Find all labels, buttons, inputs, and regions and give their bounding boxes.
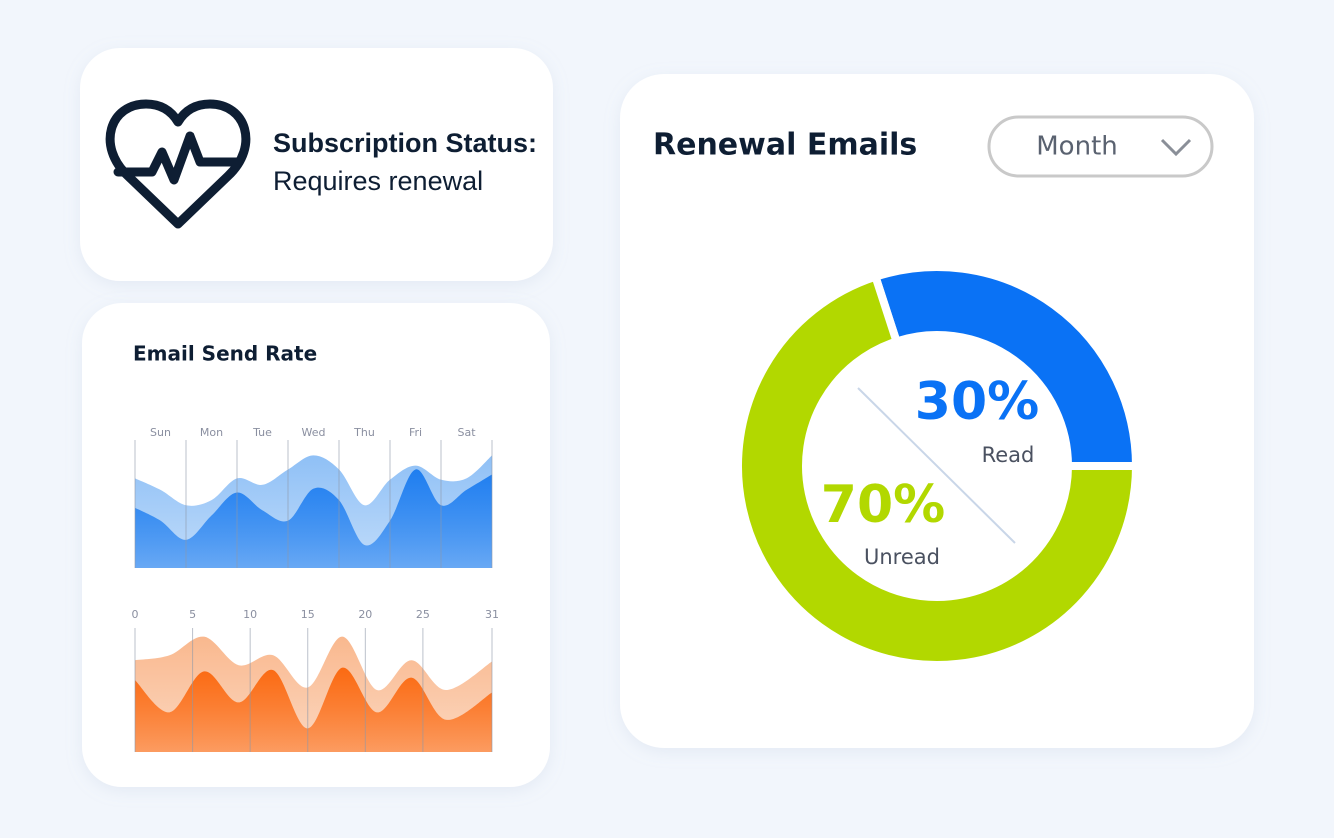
- value-label: 30%: [915, 372, 1039, 432]
- donut-segment: [734, 271, 1141, 669]
- monthly-chart: 0 5 10 15 20 25 31: [132, 608, 499, 752]
- send-rate-title: Email Send Rate: [133, 342, 317, 366]
- weekly-chart: Sun Mon Tue Wed Thu Fri Sat: [134, 426, 493, 568]
- x-tick-label: 5: [189, 608, 196, 621]
- dropdown-box[interactable]: [987, 115, 1214, 178]
- area: [135, 667, 492, 752]
- x-tick-label: 31: [485, 608, 499, 621]
- divider: [857, 387, 1016, 544]
- category-label: Read: [982, 443, 1035, 467]
- x-tick-label: 0: [132, 608, 139, 621]
- x-tick-label: Sun: [150, 426, 171, 439]
- x-tick-label: 10: [243, 608, 257, 621]
- status-title: Subscription Status:: [273, 128, 537, 158]
- status-text: Requires renewal: [273, 166, 483, 196]
- x-tick-label: 15: [301, 608, 315, 621]
- x-tick-label: Wed: [302, 426, 326, 439]
- x-tick-label: Tue: [252, 426, 272, 439]
- category-label: Unread: [864, 545, 940, 569]
- x-tick-label: Fri: [409, 426, 422, 439]
- heart-icon: [105, 99, 251, 229]
- x-tick-label: Mon: [200, 426, 223, 439]
- renewal-title: Renewal Emails: [653, 128, 917, 163]
- dropdown-text[interactable]: Month: [1036, 132, 1118, 162]
- x-tick-label: Thu: [353, 426, 375, 439]
- area: [135, 469, 492, 568]
- x-tick-label: 25: [416, 608, 430, 621]
- donut-segment: [870, 263, 1141, 470]
- period-dropdown[interactable]: Month: [987, 115, 1214, 178]
- x-tick-label: 20: [358, 608, 372, 621]
- donut-chart: 30% Read 70% Unread: [734, 263, 1141, 669]
- value-label: 70%: [821, 475, 945, 535]
- dropdown-chevron[interactable]: [1160, 138, 1192, 157]
- x-tick-label: Sat: [457, 426, 476, 439]
